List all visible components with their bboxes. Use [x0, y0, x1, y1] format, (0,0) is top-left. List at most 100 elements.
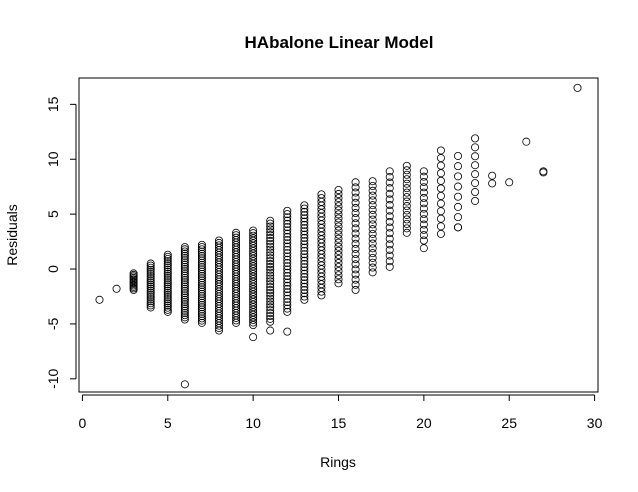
- data-point: [402, 175, 411, 184]
- data-point: [266, 311, 275, 320]
- data-point: [197, 269, 206, 278]
- data-point: [266, 280, 275, 289]
- data-point: [351, 265, 360, 274]
- data-point: [300, 214, 309, 223]
- data-point: [368, 186, 377, 195]
- data-point: [197, 298, 206, 307]
- data-point: [300, 207, 309, 216]
- data-point: [197, 240, 206, 249]
- data-point: [402, 184, 411, 193]
- data-point: [129, 269, 138, 278]
- data-point: [368, 205, 377, 214]
- data-point: [351, 178, 360, 187]
- data-point: [334, 185, 343, 194]
- data-point: [402, 170, 411, 179]
- data-point: [249, 287, 258, 296]
- data-point: [351, 285, 360, 294]
- data-point: [163, 254, 172, 263]
- data-point: [180, 278, 189, 287]
- data-point: [368, 225, 377, 234]
- data-point: [368, 191, 377, 200]
- data-point: [197, 301, 206, 310]
- data-point: [214, 236, 223, 245]
- data-point: [300, 266, 309, 275]
- data-point: [385, 206, 394, 215]
- data-point: [368, 215, 377, 224]
- data-point: [249, 236, 258, 245]
- data-point: [146, 293, 155, 302]
- data-point: [402, 202, 411, 211]
- data-point: [146, 280, 155, 289]
- data-point: [368, 253, 377, 262]
- data-point: [283, 275, 292, 284]
- data-point: [402, 193, 411, 202]
- data-point: [197, 254, 206, 263]
- data-point: [539, 167, 548, 176]
- data-point: [249, 252, 258, 261]
- data-point: [249, 229, 258, 238]
- data-point: [351, 209, 360, 218]
- data-point: [283, 307, 292, 316]
- data-point: [300, 250, 309, 259]
- data-point: [283, 206, 292, 215]
- data-point: [249, 264, 258, 273]
- y-axis: -10 -5 0 5 10 15: [45, 96, 77, 389]
- data-point: [146, 284, 155, 293]
- data-point: [266, 248, 275, 257]
- data-point: [368, 181, 377, 190]
- data-point: [249, 321, 258, 330]
- data-point: [283, 242, 292, 251]
- data-point: [180, 306, 189, 315]
- data-point: [180, 258, 189, 267]
- data-point: [146, 259, 155, 268]
- data-point: [436, 161, 445, 170]
- data-point: [402, 179, 411, 188]
- data-point: [283, 210, 292, 219]
- data-point: [368, 177, 377, 186]
- data-point: [334, 267, 343, 276]
- data-point: [283, 265, 292, 274]
- data-point: [351, 188, 360, 197]
- data-point: [454, 162, 463, 171]
- y-tick-label: -10: [45, 368, 61, 388]
- data-point: [334, 202, 343, 211]
- data-point: [402, 219, 411, 228]
- data-point: [385, 189, 394, 198]
- data-point: [334, 234, 343, 243]
- x-tick-label: 20: [416, 415, 432, 431]
- data-point: [163, 297, 172, 306]
- data-point: [300, 237, 309, 246]
- data-point: [197, 258, 206, 267]
- data-point: [146, 265, 155, 274]
- data-point: [249, 244, 258, 253]
- data-point: [180, 380, 189, 389]
- data-point: [266, 242, 275, 251]
- data-point: [163, 288, 172, 297]
- data-point: [249, 257, 258, 266]
- data-point: [300, 295, 309, 304]
- data-point: [454, 192, 463, 201]
- x-tick-label: 25: [501, 415, 517, 431]
- data-point: [266, 265, 275, 274]
- data-point: [283, 223, 292, 232]
- data-point: [300, 211, 309, 220]
- data-point: [163, 278, 172, 287]
- data-point: [419, 236, 428, 245]
- data-point: [197, 267, 206, 276]
- data-point: [266, 283, 275, 292]
- data-point: [454, 202, 463, 211]
- data-point: [334, 259, 343, 268]
- data-point: [249, 308, 258, 317]
- data-point: [334, 230, 343, 239]
- data-point: [146, 263, 155, 272]
- data-point: [180, 276, 189, 285]
- data-point: [436, 154, 445, 163]
- x-axis: 0 5 10 15 20 25 30: [79, 394, 603, 431]
- data-point: [351, 280, 360, 289]
- data-point: [402, 224, 411, 233]
- data-point: [163, 295, 172, 304]
- data-point: [249, 249, 258, 258]
- data-point: [334, 222, 343, 231]
- data-point: [402, 197, 411, 206]
